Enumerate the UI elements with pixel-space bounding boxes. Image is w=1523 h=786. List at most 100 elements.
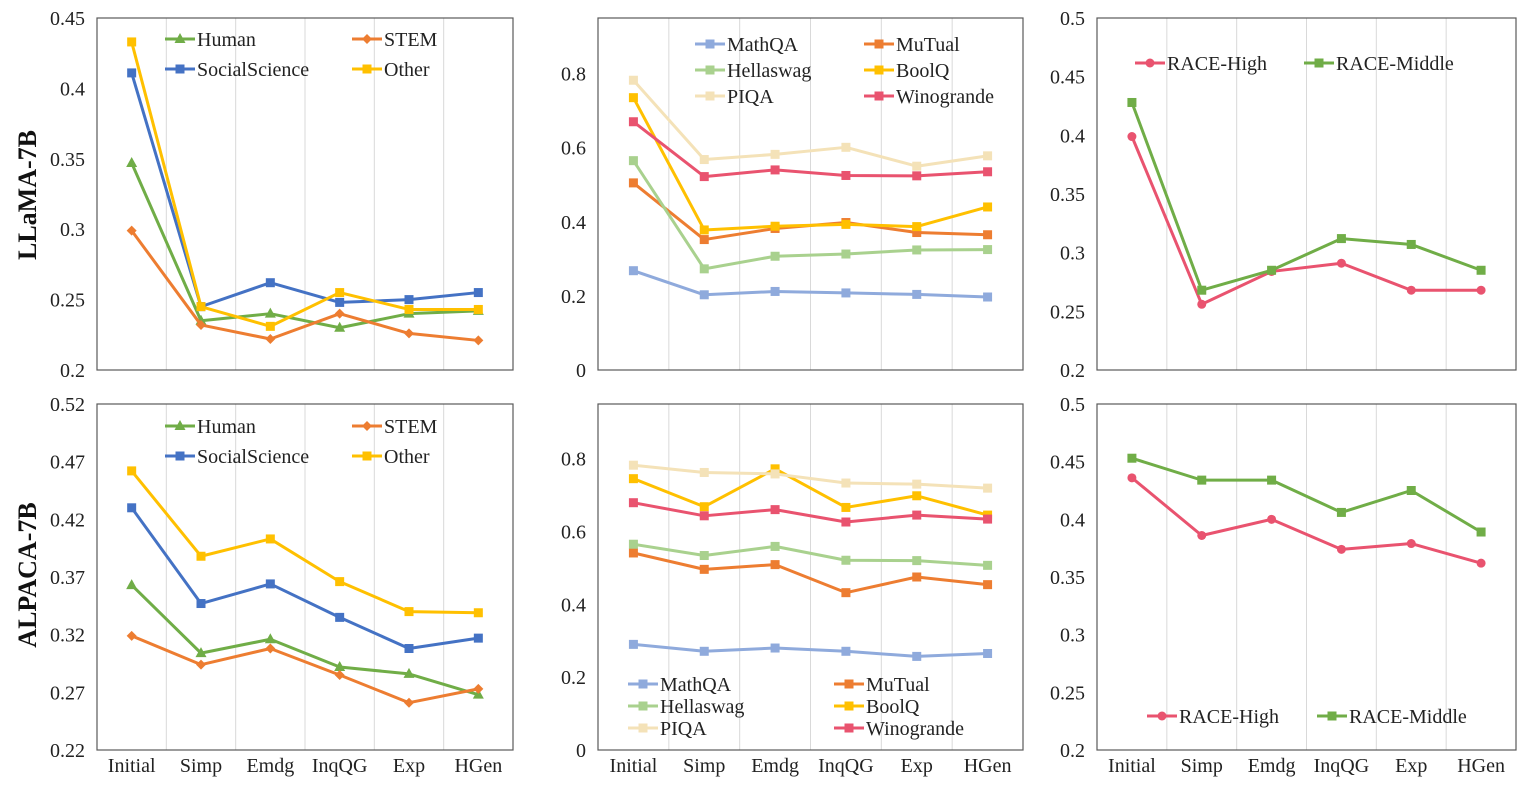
- y-tick-label: 0.6: [561, 521, 586, 543]
- legend-item-human: Human: [165, 416, 256, 438]
- data-point-race-middle: [1267, 475, 1277, 485]
- data-point-hellaswag: [841, 555, 851, 565]
- data-point-stem: [196, 659, 206, 670]
- data-point-race-high: [1197, 530, 1207, 540]
- y-tick-label: 0.25: [1050, 682, 1085, 704]
- y-tick-label: 0.4: [561, 212, 586, 234]
- legend-item-socialscience: SocialScience: [165, 59, 309, 81]
- data-point-human: [264, 633, 276, 644]
- legend-marker: [638, 723, 648, 733]
- legend-label: Winogrande: [896, 86, 994, 108]
- data-point-boolq: [699, 502, 709, 512]
- data-point-hellaswag: [912, 556, 922, 566]
- legend-label: MathQA: [727, 34, 799, 56]
- legend-label: MathQA: [660, 674, 732, 696]
- legend-label: PIQA: [660, 718, 707, 740]
- row-label-alpaca: ALPACA-7B: [13, 502, 42, 647]
- data-point-race-middle: [1406, 486, 1416, 495]
- data-point-stem: [126, 630, 137, 641]
- y-tick-label: 0.32: [50, 625, 85, 647]
- data-point-piqa: [770, 149, 780, 159]
- legend: RACE-High RACE-Middle: [1147, 706, 1467, 728]
- legend-label: RACE-Middle: [1349, 706, 1467, 728]
- chart-alpaca-others: 0 0.2 0.4 0.6 0.8 Initial Simp Emdg InqQG Exp HGen…: [561, 403, 1024, 777]
- data-point-race-high: [1127, 132, 1137, 142]
- data-point-other: [265, 534, 275, 544]
- legend-item-mathqa: MathQA: [695, 34, 799, 56]
- legend-item-winogrande: Winogrande: [864, 86, 994, 108]
- legend-label: RACE-High: [1167, 53, 1267, 75]
- data-point-hellaswag: [699, 551, 709, 561]
- legend-marker: [362, 451, 372, 461]
- data-point-winogrande: [628, 498, 638, 508]
- data-point-socialscience: [127, 503, 137, 513]
- series-mathqa: [628, 266, 993, 302]
- series-line-mutual: [633, 551, 988, 595]
- x-tick-label: Exp: [901, 755, 933, 777]
- series-other: [127, 37, 483, 331]
- series-line-piqa: [632, 79, 988, 168]
- data-point-boolq: [912, 222, 922, 232]
- y-tick-label: 0.37: [50, 567, 85, 589]
- data-point-piqa: [699, 155, 709, 165]
- series-socialscience: [127, 503, 483, 654]
- legend-item-boolq: BoolQ: [834, 696, 920, 718]
- data-point-winogrande: [841, 517, 851, 527]
- legend-item-human: Human: [165, 29, 256, 51]
- data-point-piqa: [699, 467, 709, 477]
- data-point-human: [403, 667, 415, 678]
- series-boolq: [628, 93, 993, 235]
- data-point-other: [127, 37, 137, 47]
- chart-llama-others: 0 0.2 0.4 0.6 0.8 MathQA MuTual Hellaswag BoolQ P…: [561, 17, 1024, 382]
- series-line-winogrande: [632, 120, 988, 179]
- legend: Human STEM SocialScience Other: [165, 29, 438, 81]
- y-tick-label: 0.42: [50, 509, 85, 531]
- series-race-middle: [1127, 97, 1486, 295]
- data-point-human: [195, 647, 207, 658]
- series-line-socialscience: [130, 506, 479, 651]
- data-point-other: [335, 288, 345, 298]
- legend-label: MuTual: [866, 674, 930, 696]
- data-point-race-middle: [1336, 507, 1346, 517]
- data-point-other: [196, 302, 206, 312]
- data-point-race-high: [1476, 285, 1486, 295]
- legend-marker: [638, 701, 648, 711]
- y-tick-label: 0.45: [1050, 452, 1085, 474]
- legend-item-race-middle: RACE-Middle: [1304, 53, 1454, 75]
- data-point-race-middle: [1267, 265, 1277, 275]
- data-point-race-middle: [1127, 453, 1137, 463]
- data-point-socialscience: [335, 297, 345, 307]
- legend-item-mutual: MuTual: [834, 674, 930, 696]
- data-point-boolq: [912, 491, 922, 501]
- legend-marker: [705, 65, 715, 75]
- chart-alpaca-mmlu: 0.22 0.27 0.32 0.37 0.42 0.47 0.52 Initial Simp E…: [50, 394, 514, 777]
- y-tick-label: 0.35: [1050, 567, 1085, 589]
- series-line-stem: [130, 229, 479, 342]
- legend-item-boolq: BoolQ: [864, 60, 950, 82]
- data-point-winogrande: [699, 511, 709, 521]
- x-tick-label: Initial: [108, 755, 156, 777]
- legend: RACE-High RACE-Middle: [1135, 53, 1454, 75]
- series-line-mathqa: [632, 269, 988, 299]
- series-line-race-high: [1130, 135, 1482, 306]
- data-point-boolq: [983, 202, 993, 212]
- data-point-socialscience: [404, 295, 414, 305]
- data-point-other: [473, 304, 483, 314]
- legend-item-piqa: PIQA: [628, 718, 707, 740]
- data-point-race-high: [1197, 299, 1207, 309]
- y-tick-label: 0.35: [50, 149, 85, 171]
- series-line-human: [130, 584, 479, 697]
- data-point-human: [334, 321, 346, 332]
- y-tick-label: 0.2: [1060, 740, 1085, 762]
- x-tick-label: HGen: [964, 755, 1012, 777]
- legend-item-piqa: PIQA: [695, 86, 774, 108]
- series-line-other: [130, 469, 479, 615]
- data-point-winogrande: [699, 172, 709, 182]
- series-race-middle: [1127, 453, 1486, 537]
- x-tick-label: Exp: [393, 755, 425, 777]
- x-tick-label: Simp: [1181, 755, 1223, 777]
- data-point-socialscience: [127, 68, 137, 78]
- data-point-winogrande: [983, 167, 993, 177]
- data-point-mutual: [841, 588, 851, 598]
